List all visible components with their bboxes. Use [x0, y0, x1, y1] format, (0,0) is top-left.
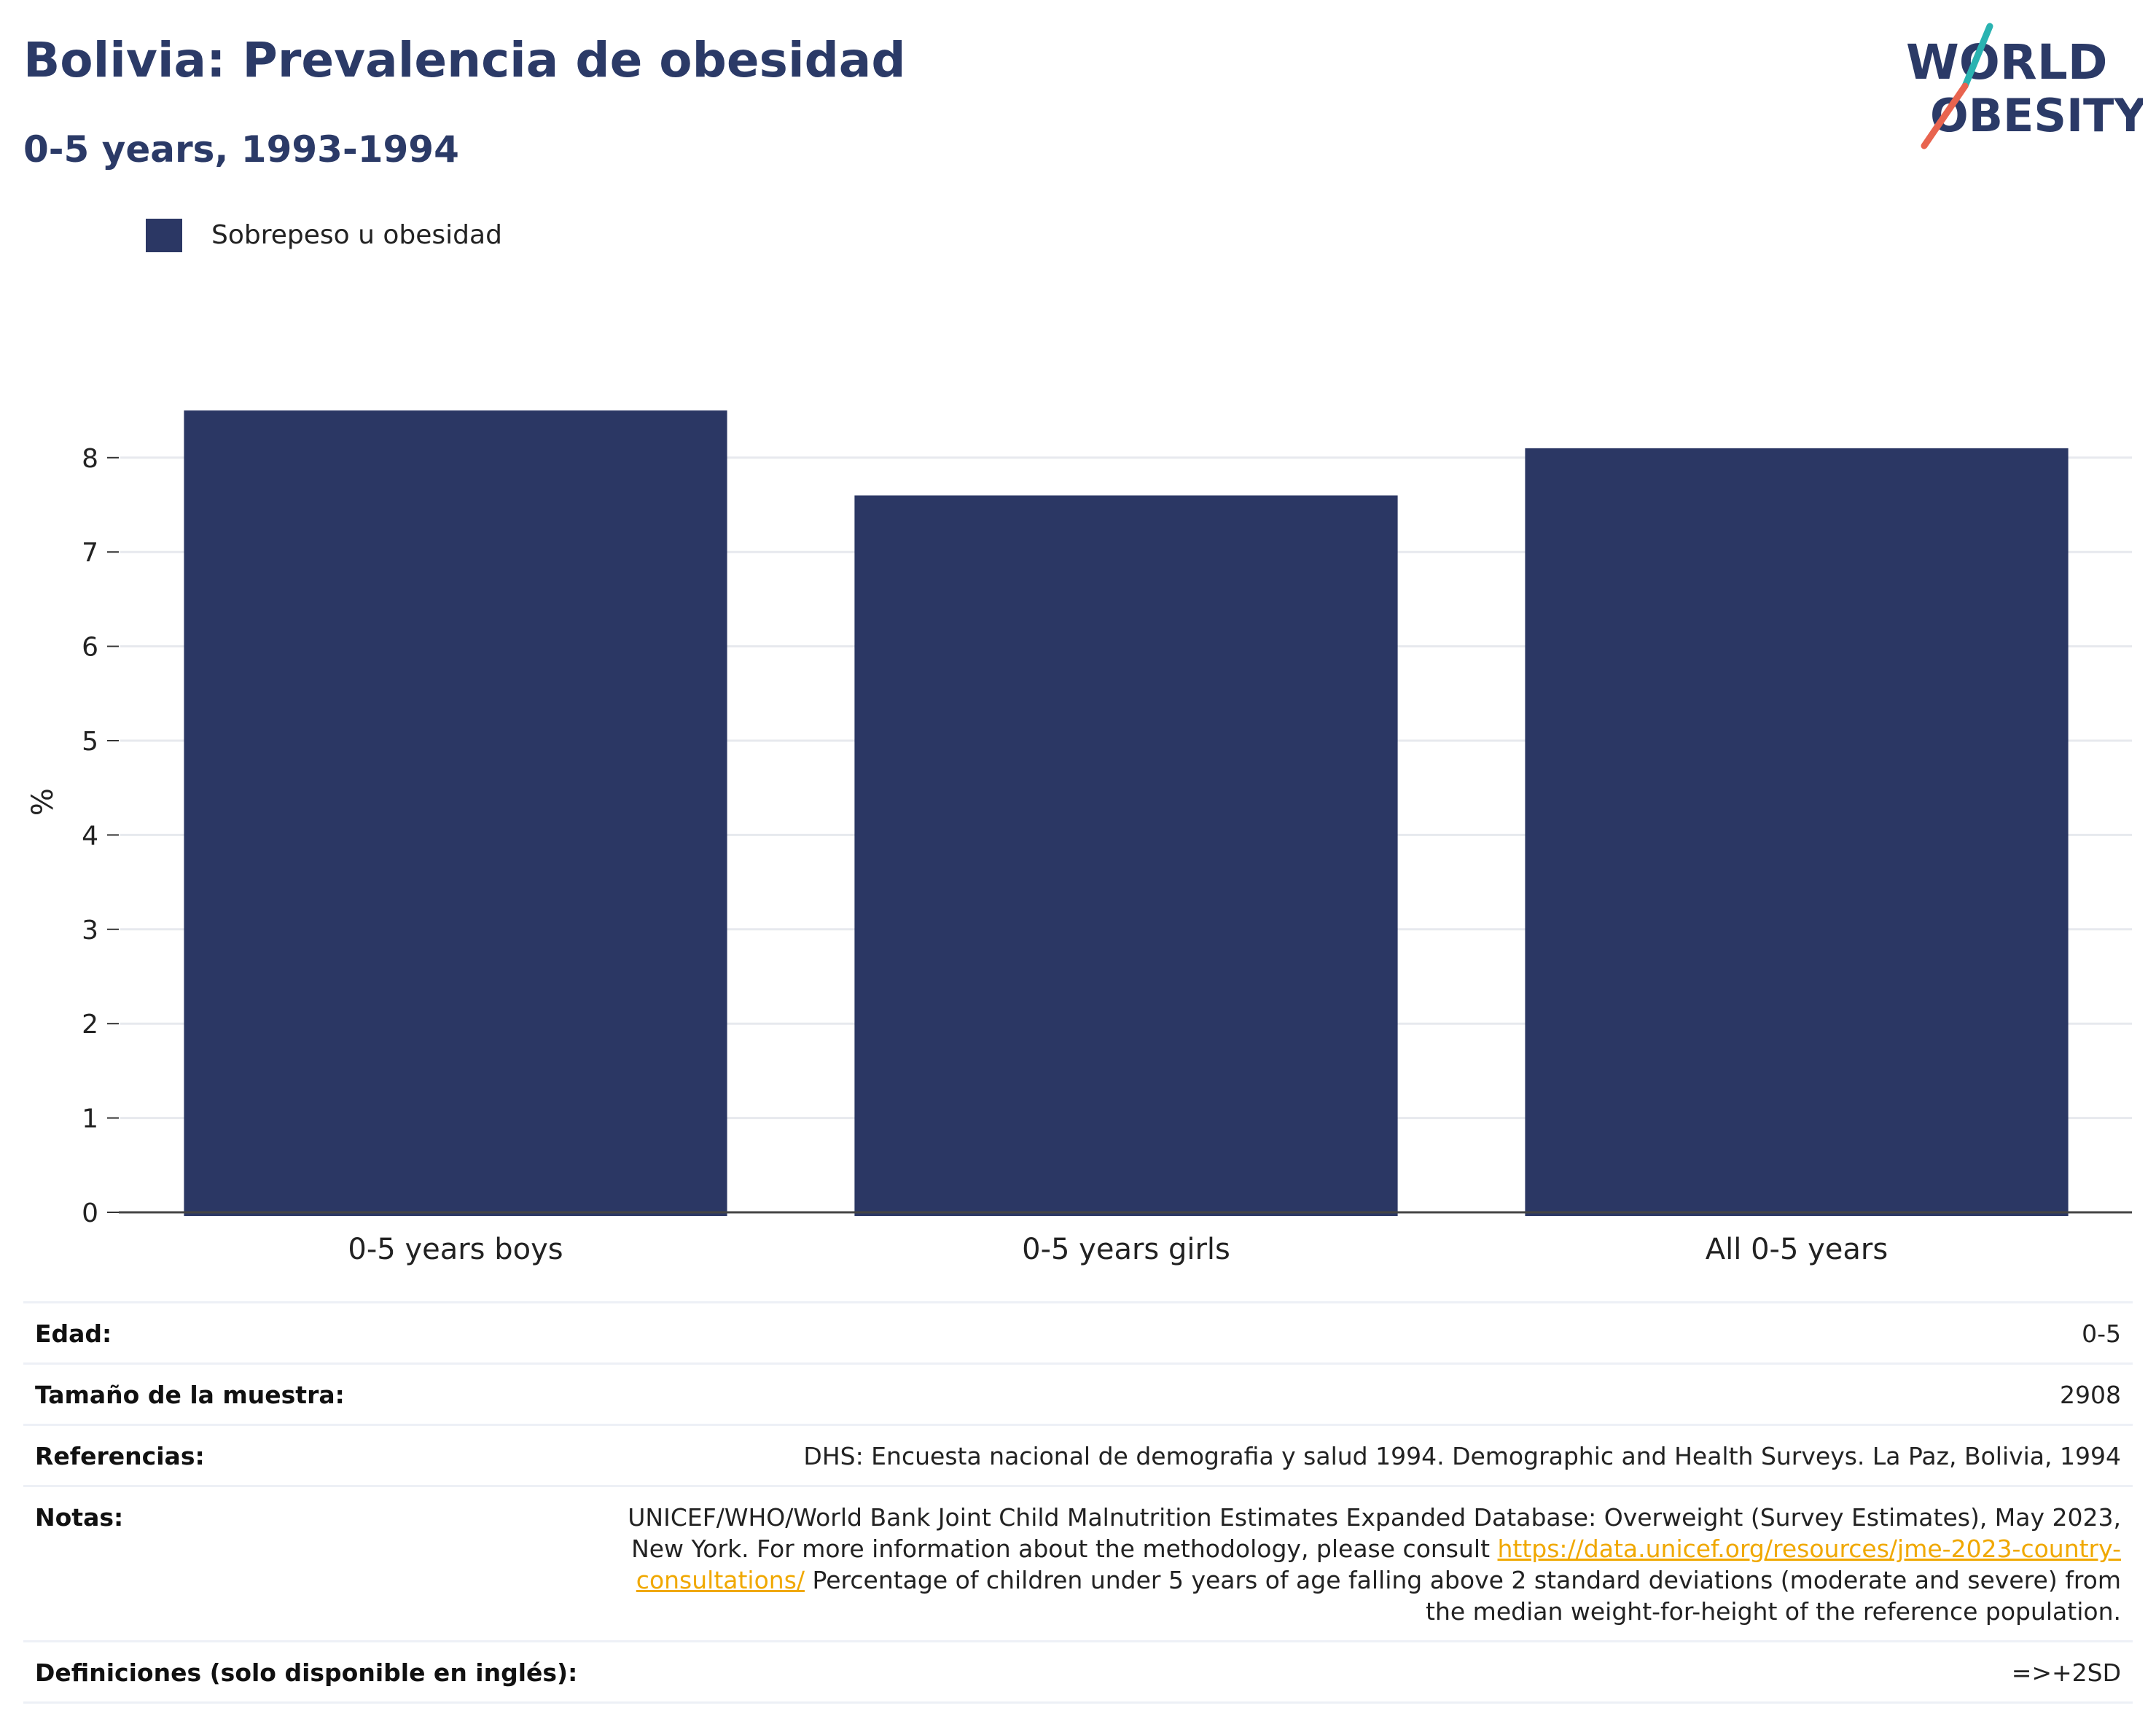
detail-label: Edad: [35, 1319, 112, 1348]
definitions-row: Definiciones (solo disponible en inglés)… [23, 1640, 2133, 1704]
detail-row: Edad: 0-5 [23, 1301, 2133, 1362]
y-tick-label: 3 [82, 916, 98, 946]
y-tick-label: 8 [82, 444, 98, 474]
notes-value: UNICEF/WHO/World Bank Joint Child Malnut… [628, 1503, 2121, 1626]
page-subtitle: 0-5 years, 1993-1994 [23, 128, 459, 171]
x-tick-label: 0-5 years boys [348, 1233, 563, 1266]
logo-slash-coral [1921, 82, 1969, 149]
x-tick-label: All 0-5 years [1706, 1233, 1888, 1266]
notes-row: Notas: UNICEF/WHO/World Bank Joint Child … [23, 1485, 2133, 1640]
definitions-value: =>+2SD [2011, 1658, 2121, 1687]
y-tick-label: 7 [82, 538, 98, 568]
detail-value: 2908 [2060, 1381, 2121, 1409]
detail-label: Tamaño de la muestra: [35, 1381, 345, 1409]
detail-value: 0-5 [2082, 1319, 2121, 1348]
detail-label: Referencias: [35, 1442, 205, 1470]
y-axis-label: % [26, 788, 60, 816]
page-title: Bolivia: Prevalencia de obesidad [23, 32, 906, 88]
logo-text-world: WORLD [1906, 34, 2108, 90]
y-tick-label: 0 [82, 1198, 98, 1228]
y-tick-label: 5 [82, 727, 98, 757]
details-table: Edad: 0-5 Tamaño de la muestra: 2908 Referen… [23, 1301, 2133, 1704]
legend-swatch [146, 219, 182, 252]
detail-row: Tamaño de la muestra: 2908 [23, 1362, 2133, 1424]
detail-value: DHS: Encuesta nacional de demografia y s… [803, 1442, 2121, 1470]
logo-slash-teal [1961, 23, 1993, 90]
detail-label: Definiciones (solo disponible en inglés)… [35, 1658, 578, 1687]
bar [184, 410, 727, 1216]
y-tick-label: 1 [82, 1104, 98, 1134]
detail-row: Referencias: DHS: Encuesta nacional de de… [23, 1424, 2133, 1485]
detail-label: Notas: [35, 1503, 124, 1532]
legend-label: Sobrepeso u obesidad [211, 220, 502, 250]
methodology-link[interactable]: https://data.unicef.org/resources/jme-20… [636, 1535, 2121, 1594]
world-obesity-logo: WORLD OBESITY [1906, 23, 2143, 149]
y-tick-label: 2 [82, 1010, 98, 1040]
bar [1525, 448, 2069, 1216]
bar-chart: 0 1 2 3 4 5 6 7 8% 0-5 years boys 0-5 years girls A… [26, 410, 2132, 1266]
x-tick-label: 0-5 years girls [1022, 1233, 1230, 1266]
logo-text-obesity: OBESITY [1930, 89, 2143, 142]
y-tick-label: 6 [82, 633, 98, 663]
bar [854, 495, 1398, 1216]
y-tick-label: 4 [82, 821, 98, 851]
